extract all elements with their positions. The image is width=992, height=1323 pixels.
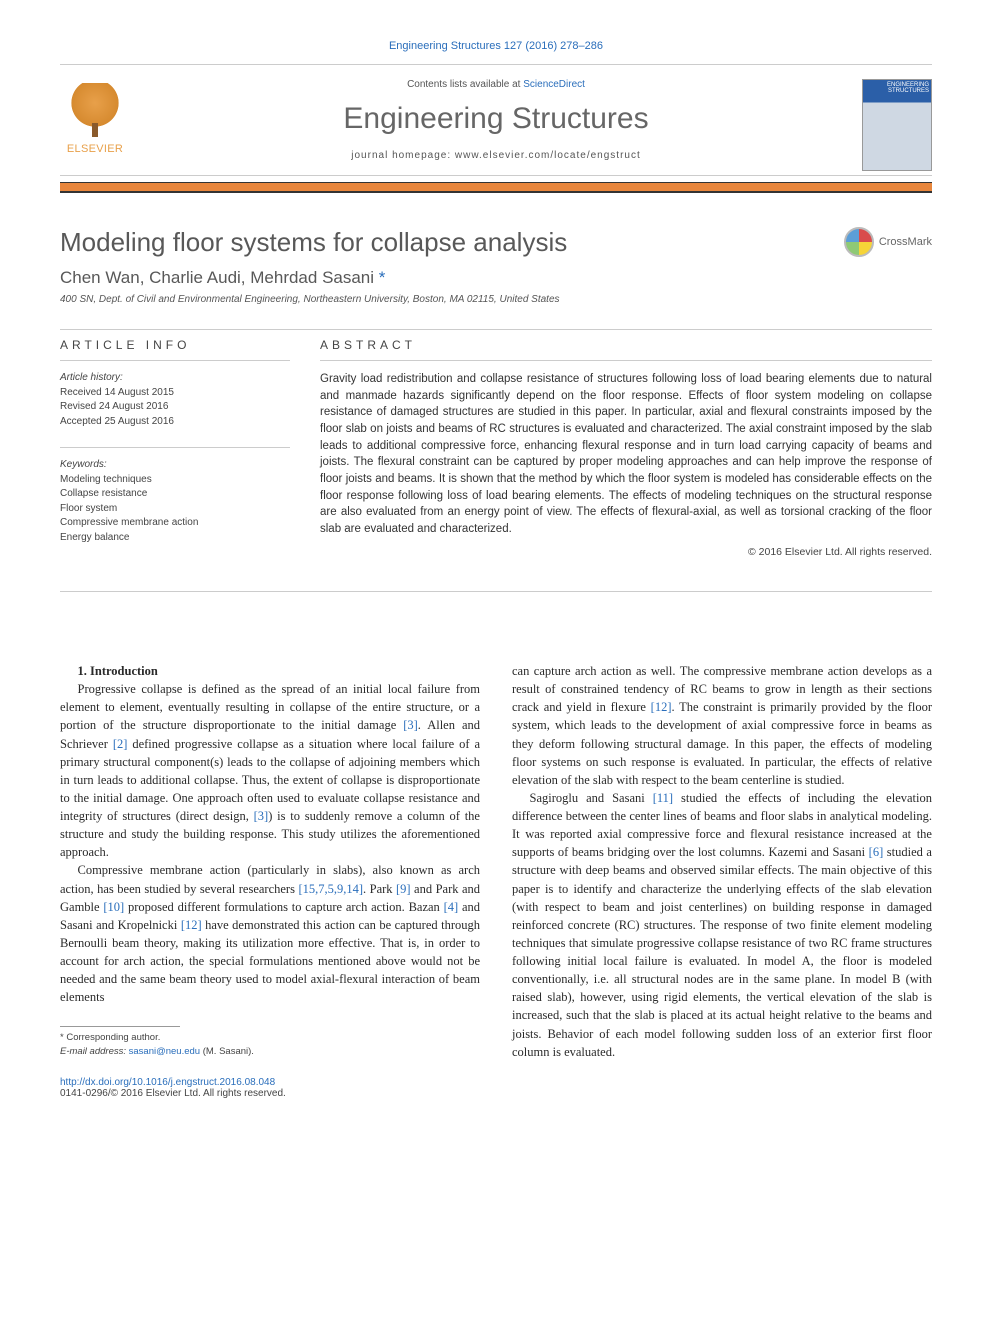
publisher-logo: ELSEVIER (60, 83, 130, 163)
keywords-block: Keywords: Modeling techniques Collapse r… (60, 458, 290, 545)
citation-bar: Engineering Structures 127 (2016) 278–28… (60, 40, 932, 52)
crossmark-icon (844, 227, 874, 257)
ref-2[interactable]: [2] (113, 737, 128, 751)
homepage-url[interactable]: www.elsevier.com/locate/engstruct (455, 150, 641, 161)
ref-multi[interactable]: [15,7,5,9,14] (298, 882, 363, 896)
crossmark-label: CrossMark (879, 236, 932, 248)
citation-link[interactable]: Engineering Structures 127 (2016) 278–28… (389, 40, 603, 52)
accent-bar (60, 182, 932, 193)
ref-3[interactable]: [3] (403, 718, 418, 732)
abstract-text: Gravity load redistribution and collapse… (320, 371, 932, 538)
ref-9[interactable]: [9] (396, 882, 411, 896)
journal-homepage: journal homepage: www.elsevier.com/locat… (60, 150, 932, 161)
journal-header: ELSEVIER ENGINEERING STRUCTURES Contents… (60, 64, 932, 176)
affiliation: 400 SN, Dept. of Civil and Environmental… (60, 294, 932, 305)
ref-6[interactable]: [6] (869, 845, 884, 859)
issn-copyright: 0141-0296/© 2016 Elsevier Ltd. All right… (60, 1088, 932, 1099)
section-1-heading: 1. Introduction (60, 662, 480, 680)
ref-12[interactable]: [12] (181, 918, 202, 932)
ref-10[interactable]: [10] (103, 900, 124, 914)
journal-cover-thumb: ENGINEERING STRUCTURES (862, 79, 932, 171)
article-info-heading: article info (60, 330, 290, 361)
footnote-separator (60, 1026, 180, 1027)
crossmark-badge[interactable]: CrossMark (844, 227, 932, 257)
page-footer: http://dx.doi.org/10.1016/j.engstruct.20… (60, 1077, 932, 1099)
corresponding-author-link[interactable]: * (374, 268, 385, 287)
abstract-heading: abstract (320, 330, 932, 361)
ref-11[interactable]: [11] (653, 791, 673, 805)
journal-title: Engineering Structures (60, 102, 932, 136)
corresponding-note: * Corresponding author. (60, 1031, 480, 1044)
elsevier-tree-icon (70, 83, 120, 133)
sciencedirect-link[interactable]: ScienceDirect (523, 79, 585, 90)
authors-line: Chen Wan, Charlie Audi, Mehrdad Sasani * (60, 268, 932, 288)
abstract-copyright: © 2016 Elsevier Ltd. All rights reserved… (320, 546, 932, 558)
body-text: 1. Introduction Progressive collapse is … (60, 662, 932, 1061)
author-email-link[interactable]: sasani@neu.edu (129, 1046, 200, 1057)
doi-link[interactable]: http://dx.doi.org/10.1016/j.engstruct.20… (60, 1077, 275, 1088)
footnotes: * Corresponding author. E-mail address: … (60, 1031, 480, 1058)
article-history: Article history: Received 14 August 2015… (60, 371, 290, 429)
ref-4[interactable]: [4] (444, 900, 459, 914)
contents-available: Contents lists available at ScienceDirec… (60, 79, 932, 90)
ref-12b[interactable]: [12] (651, 700, 672, 714)
article-title: Modeling floor systems for collapse anal… (60, 227, 567, 258)
publisher-name: ELSEVIER (67, 143, 123, 155)
ref-3b[interactable]: [3] (254, 809, 269, 823)
